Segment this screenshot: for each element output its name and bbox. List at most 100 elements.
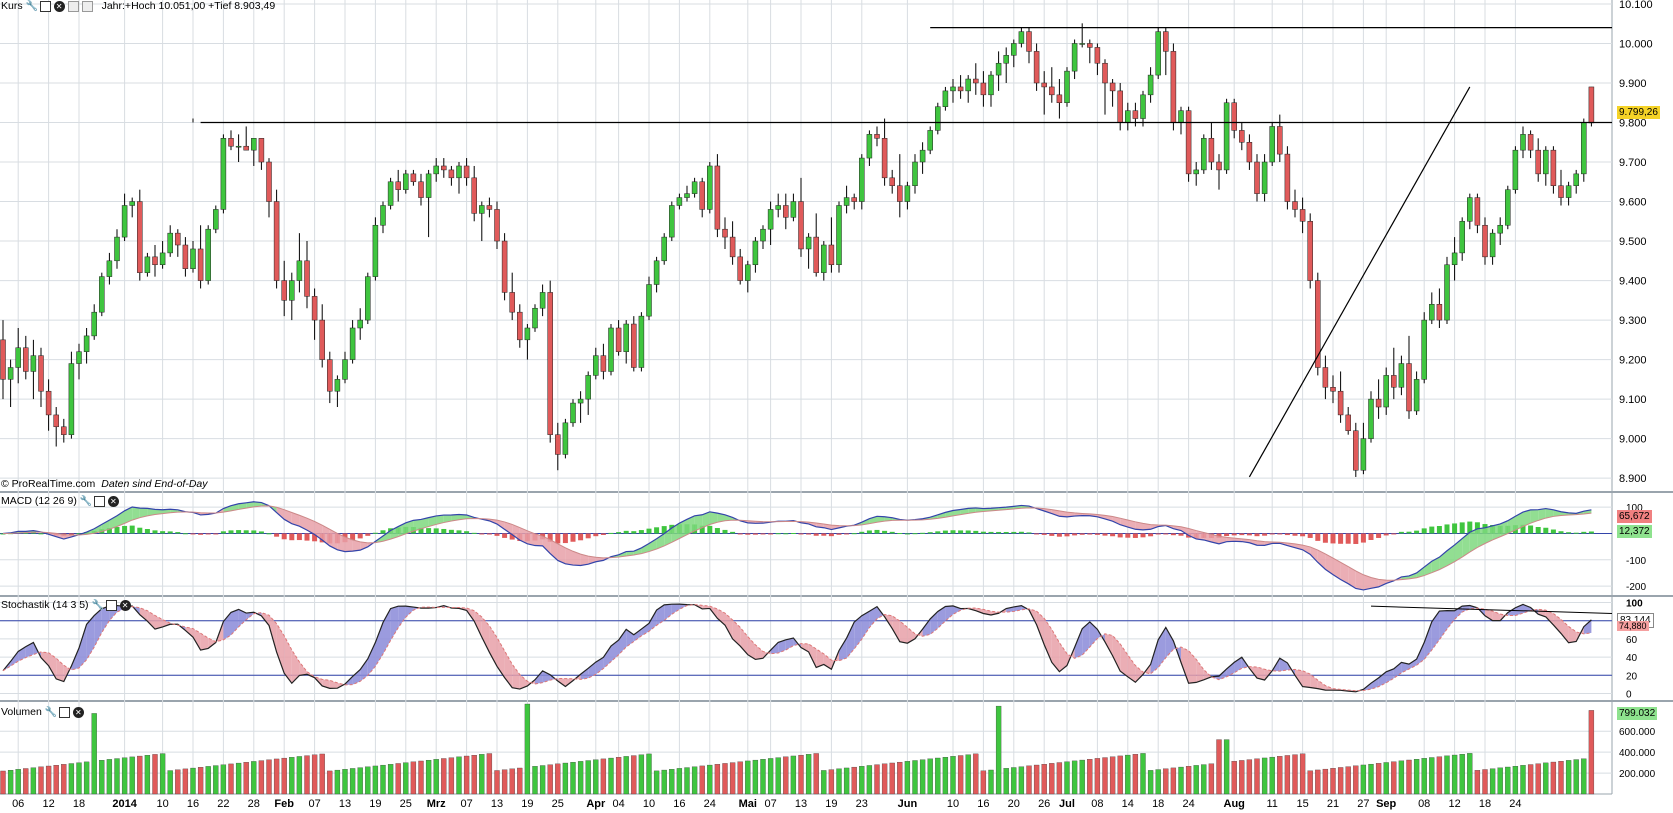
volume-bar (129, 756, 135, 795)
candle-body (235, 145, 242, 148)
candle-body (1581, 122, 1587, 175)
volume-bar (1163, 768, 1169, 795)
stoch-fill (937, 606, 946, 629)
macd-hist-bar (1178, 533, 1184, 536)
macd-fill (147, 508, 155, 516)
volume-bar (699, 765, 705, 795)
candle-body (524, 327, 531, 341)
source-note: © ProRealTime.com Daten sind End-of-Day (1, 478, 208, 490)
wrench-icon[interactable]: 🔧 (44, 706, 58, 718)
macd-fill (1462, 532, 1470, 558)
macd-hist-bar (281, 533, 287, 540)
stoch-fill (360, 658, 368, 682)
x-tick-label: 15 (1296, 798, 1308, 810)
volume-bar (1573, 759, 1579, 795)
stochastic-panel[interactable] (0, 603, 1613, 693)
stoch-fill (269, 615, 277, 653)
price-tick-label: 9.900 (1619, 78, 1647, 90)
macd-fill (831, 525, 839, 530)
candle-body (463, 165, 470, 179)
macd-fill (1211, 534, 1219, 544)
x-tick-label: 08 (1091, 798, 1103, 810)
candle-body (137, 201, 143, 273)
macd-fill (1333, 558, 1341, 580)
volume-bar (524, 703, 531, 795)
volume-bar (1436, 756, 1443, 795)
volume-bar (1383, 762, 1389, 795)
window-icon[interactable] (58, 706, 70, 718)
close-icon[interactable]: ✕ (119, 599, 131, 611)
macd-hist-bar (1573, 532, 1579, 534)
stoch-fill (1105, 633, 1113, 656)
macd-panel[interactable] (0, 501, 1612, 591)
stoch-fill (1545, 610, 1554, 625)
macd-fill (101, 520, 110, 532)
window-icon[interactable] (93, 495, 105, 507)
candle-body (159, 252, 166, 266)
window-icon[interactable] (67, 0, 79, 12)
candle-body (251, 138, 257, 151)
candle-body (289, 280, 295, 301)
volume-bar (342, 769, 348, 795)
stoch-fill (892, 615, 900, 642)
volume-bar (1505, 766, 1511, 795)
volume-panel[interactable] (0, 703, 1595, 795)
candle-body (1284, 153, 1291, 202)
volume-bar (1223, 739, 1230, 795)
candle-body (509, 292, 515, 313)
candle-body (631, 323, 637, 368)
volume-bar (1109, 756, 1116, 795)
macd-fill (155, 509, 163, 515)
window-icon[interactable] (81, 0, 93, 12)
wrench-icon[interactable]: 🔧 (79, 495, 93, 507)
volume-bar (1033, 764, 1040, 795)
volume-bar (1451, 754, 1458, 795)
price-panel-header: Kurs 🔧 ✕ Jahr:+Hoch 10.051,00 +Tief 8.90… (1, 0, 275, 12)
candle-body (1223, 102, 1230, 171)
candle-body (737, 256, 743, 281)
candle-body (1520, 134, 1526, 151)
close-icon[interactable]: ✕ (72, 706, 84, 718)
macd-hist-bar (456, 530, 462, 534)
candle-body (1125, 110, 1131, 123)
x-tick-label: 19 (369, 798, 381, 810)
wrench-icon[interactable]: 🔧 (25, 0, 39, 12)
macd-fill (527, 530, 535, 546)
macd-hist-bar (1072, 533, 1078, 536)
close-icon[interactable]: ✕ (107, 495, 119, 507)
x-tick-label: 26 (1038, 798, 1050, 810)
candle-body (1087, 43, 1093, 48)
volume-bar (23, 768, 29, 795)
macd-fill (497, 520, 505, 530)
volume-bar (83, 761, 90, 795)
price-panel[interactable] (0, 23, 1613, 478)
wrench-icon[interactable]: 🔧 (91, 599, 104, 611)
close-icon[interactable]: ✕ (53, 0, 65, 12)
candle-body (349, 327, 356, 360)
window-icon[interactable] (105, 599, 117, 611)
volume-bar (99, 760, 105, 795)
macd-hist-bar (722, 529, 728, 534)
volume-bar (1292, 754, 1298, 795)
candle-body (577, 398, 584, 404)
candle-body (1231, 102, 1237, 131)
volume-bar (479, 754, 485, 795)
volume-bar (562, 762, 569, 795)
macd-label: MACD (12 26 9) (1, 495, 77, 507)
macd-fill (1029, 506, 1037, 509)
stoch-fill (656, 604, 665, 626)
candle-body (623, 323, 629, 352)
macd-hist-bar (1398, 531, 1404, 534)
volume-bar (1406, 759, 1412, 795)
volume-bar (456, 756, 462, 795)
window-icon[interactable] (39, 0, 51, 12)
stoch-fill (1127, 654, 1136, 683)
macd-hist-bar (1102, 533, 1108, 536)
candle-body (1421, 319, 1427, 380)
candle-body (881, 138, 888, 179)
candle-body (1307, 221, 1313, 281)
volume-label: Volumen (1, 706, 42, 718)
macd-hist-bar (251, 530, 257, 534)
macd-fill (124, 506, 133, 524)
candle-body (1497, 224, 1503, 234)
